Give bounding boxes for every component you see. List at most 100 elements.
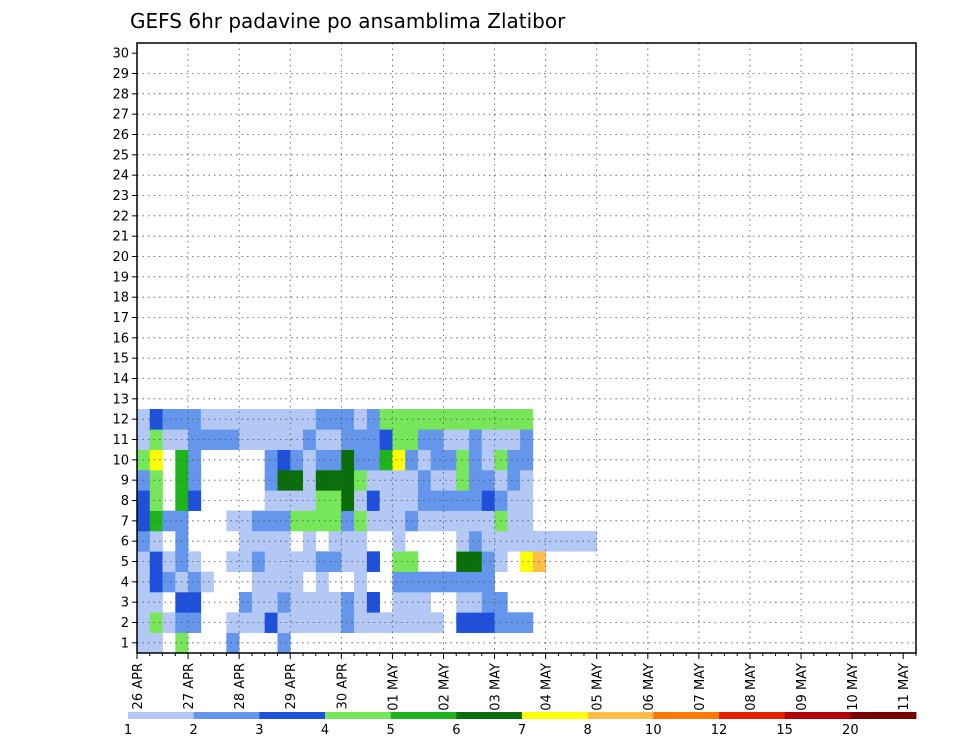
heatmap-cell [277, 592, 291, 613]
heatmap-cell [469, 571, 483, 593]
legend-swatch [587, 712, 654, 719]
heatmap-cell [354, 571, 368, 593]
heatmap-cell [443, 510, 457, 532]
y-tick-label: 14 [112, 372, 129, 387]
heatmap-cell [430, 470, 444, 491]
heatmap-cell [469, 592, 483, 613]
heatmap-cell [264, 531, 278, 552]
legend-swatch [784, 712, 851, 719]
heatmap-cell [277, 490, 291, 511]
heatmap-cell [430, 429, 444, 450]
heatmap-cell [277, 409, 291, 430]
heatmap-cell [507, 510, 521, 532]
heatmap-cell [341, 490, 355, 511]
heatmap-cell [341, 470, 355, 491]
legend-swatch [456, 712, 523, 719]
heatmap-cell [481, 470, 495, 491]
heatmap-cell [239, 510, 253, 532]
x-tick-label: 11 MAY [897, 663, 912, 711]
heatmap-cell [379, 409, 393, 430]
heatmap-cell [239, 531, 253, 552]
legend-swatch [522, 712, 589, 719]
heatmap-cell [469, 531, 483, 552]
legend-label: 2 [190, 723, 198, 738]
legend-label: 15 [776, 723, 793, 738]
heatmap-cell [239, 551, 253, 572]
heatmap-cell [469, 409, 483, 430]
heatmap-cell [469, 490, 483, 511]
x-tick-label: 03 MAY [489, 663, 504, 711]
heatmap-cell [264, 551, 278, 572]
heatmap-cell [405, 409, 419, 430]
y-tick-label: 28 [112, 87, 129, 102]
x-tick-label: 05 MAY [591, 663, 606, 711]
heatmap-cell [264, 490, 278, 511]
heatmap-cell [366, 612, 380, 633]
heatmap-cell [277, 470, 291, 491]
legend-swatch [128, 712, 195, 719]
heatmap-cell [469, 449, 483, 471]
heatmap-cell [430, 510, 444, 532]
plot-frame [136, 42, 917, 654]
heatmap-cell [392, 409, 406, 430]
heatmap-cell [392, 612, 406, 633]
heatmap-cell [303, 592, 317, 613]
heatmap-cell [341, 592, 355, 613]
x-tick-label: 02 MAY [437, 663, 452, 711]
heatmap-cell [264, 592, 278, 613]
heatmap-cell [481, 571, 495, 593]
legend-label: 20 [842, 723, 859, 738]
legend-swatch [325, 712, 392, 719]
legend-label: 10 [645, 723, 662, 738]
heatmap-cell [392, 571, 406, 593]
heatmap-cell [264, 510, 278, 532]
heatmap-cell [443, 449, 457, 471]
heatmap-cell [481, 531, 495, 552]
y-tick-label: 20 [112, 250, 129, 265]
heatmap-cell [264, 429, 278, 450]
heatmap-cell [405, 449, 419, 471]
x-tick-label: 29 APR [284, 663, 299, 709]
y-tick-label: 9 [121, 474, 129, 489]
heatmap-cell [354, 449, 368, 471]
y-tick-label: 12 [112, 413, 129, 428]
y-tick-label: 4 [121, 575, 129, 590]
heatmap-cell [226, 632, 240, 654]
heatmap-cell [188, 571, 202, 593]
y-tick-label: 5 [121, 555, 129, 570]
y-axis: 1234567891011121314151617181920212223242… [112, 47, 137, 651]
heatmap-cell [303, 470, 317, 491]
y-tick-label: 26 [112, 128, 129, 143]
x-tick-label: 04 MAY [540, 663, 555, 711]
heatmap-cell [149, 551, 163, 572]
heatmap-cell [507, 531, 521, 552]
legend-label: 8 [584, 723, 592, 738]
heatmap-cell [354, 531, 368, 552]
heatmap-cell [366, 409, 380, 430]
heatmap-cell [149, 510, 163, 532]
x-tick-label: 09 MAY [795, 663, 810, 711]
legend-swatch [390, 712, 457, 719]
heatmap-cell [354, 490, 368, 511]
heatmap-cell [200, 429, 214, 450]
heatmap-cell [507, 612, 521, 633]
heatmap-cell [405, 592, 419, 613]
heatmap-cell [277, 551, 291, 572]
legend-label: 6 [452, 723, 460, 738]
heatmap-cell [366, 429, 380, 450]
heatmap-cell [405, 490, 419, 511]
chart-title: GEFS 6hr padavine po ansamblima Zlatibor [130, 9, 566, 33]
y-tick-label: 6 [121, 535, 129, 550]
heatmap-cell [481, 551, 495, 572]
heatmap-cell [520, 510, 534, 532]
heatmap-cell [303, 510, 317, 532]
heatmap-cell [226, 612, 240, 633]
heatmap-cell [315, 429, 329, 450]
heatmap-cell [520, 449, 534, 471]
heatmap-cell [149, 449, 163, 471]
heatmap-cell [277, 612, 291, 633]
heatmap-cell [188, 612, 202, 633]
heatmap-cell [507, 409, 521, 430]
heatmap-cell [520, 551, 534, 572]
heatmap-cell [520, 490, 534, 511]
